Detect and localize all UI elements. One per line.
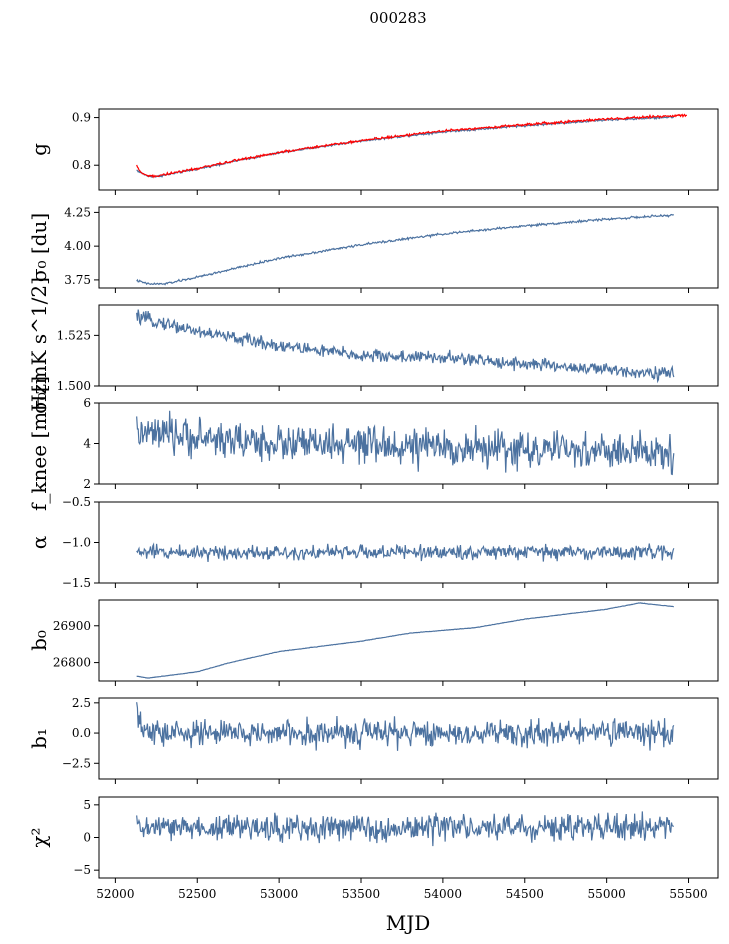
panel-6-ytick-label-1: 26800: [53, 656, 91, 670]
panel-3-ytick-label-2: 1.525: [57, 328, 91, 342]
panel-8-ytick-label-2: 0: [83, 831, 91, 845]
panel-2: 3.75 4.00 4.25 σ₀ [du]: [27, 205, 719, 293]
x-tick-label-2: 52500: [178, 887, 216, 901]
panel-8: −5 0 5 52000 52500 53000 53500 54000 54500 55000 5…: [27, 796, 719, 901]
panel-6-y-axis-label: b₀: [27, 630, 51, 651]
panel-2-y-axis-label: σ₀ [du]: [27, 213, 51, 282]
panel-3-y-axis-label: σ₀[mK s^1/2]: [27, 277, 51, 414]
x-tick-label-8: 55500: [669, 887, 707, 901]
panel-5-frame: [98, 501, 719, 584]
panel-7-ytick-label-2: 0.0: [72, 726, 91, 740]
panel-2-ytick-label-1: 3.75: [64, 273, 91, 287]
panel-4-ytick-label-3: 6: [83, 396, 91, 410]
x-tick-label-1: 52000: [96, 887, 134, 901]
panel-5-y-axis-label: α: [27, 536, 51, 550]
panel-1-frame: [98, 108, 719, 191]
panel-7-series-1-line: [136, 702, 675, 751]
panel-6-ytick-label-2: 26900: [53, 619, 91, 633]
x-tick-label-6: 54500: [506, 887, 544, 901]
panel-7-y-axis-label: b₁: [27, 728, 51, 749]
x-axis-label: MJD: [386, 911, 431, 935]
panel-8-y-axis-label: χ²: [27, 827, 51, 847]
panel-5: −1.5 −1.0 −0.5 α: [27, 495, 719, 590]
panel-5-series-1-line: [136, 542, 675, 563]
panels-group: 0.8 0.9 g 3.75 4.00 4.25 σ₀ [du] 1.500 1.525 σ₀[m…: [27, 108, 719, 901]
panel-1-series-2-line: [136, 113, 687, 179]
panel-6-series-1-line: [136, 602, 674, 679]
panel-6-frame: [98, 599, 719, 682]
panel-4-ytick-label-1: 2: [83, 477, 91, 491]
panel-7-frame: [98, 697, 719, 780]
panel-1: 0.8 0.9 g: [27, 108, 719, 195]
panel-3-series-1-line: [136, 309, 675, 384]
panel-5-ytick-label-1: −1.5: [62, 576, 91, 590]
panel-4-y-axis-label: f_knee [mHz]: [27, 376, 51, 511]
panel-5-ytick-label-3: −0.5: [62, 495, 91, 509]
panel-8-series-1-line: [136, 811, 675, 847]
panel-4-ytick-label-2: 4: [83, 437, 91, 451]
panel-4: 2 4 6 f_knee [mHz]: [27, 376, 719, 511]
panel-3-frame: [98, 304, 719, 387]
panel-7: −2.5 0.0 2.5 b₁: [27, 696, 719, 784]
panel-5-ytick-label-2: −1.0: [62, 536, 91, 550]
panel-2-ytick-label-2: 4.00: [64, 239, 91, 253]
panel-7-ytick-label-3: 2.5: [72, 696, 91, 710]
panel-4-series-1-line: [136, 410, 675, 476]
panel-1-ytick-label-1: 0.8: [72, 158, 91, 172]
panel-1-series-1-line: [136, 115, 675, 179]
panel-1-y-axis-label: g: [27, 143, 51, 156]
panel-2-frame: [98, 206, 719, 289]
x-tick-label-4: 53500: [342, 887, 380, 901]
panel-1-ytick-label-2: 0.9: [72, 111, 91, 125]
panel-2-ytick-label-3: 4.25: [64, 205, 91, 219]
panel-7-ytick-label-1: −2.5: [62, 756, 91, 770]
x-tick-label-3: 53000: [260, 887, 298, 901]
x-tick-label-5: 54000: [424, 887, 462, 901]
panel-3-ytick-label-1: 1.500: [57, 379, 91, 393]
panel-3: 1.500 1.525 σ₀[mK s^1/2]: [27, 277, 719, 414]
panel-8-ytick-label-3: 5: [83, 798, 91, 812]
figure-title: 000283: [369, 9, 426, 27]
x-tick-label-7: 55000: [588, 887, 626, 901]
panel-2-series-1-line: [136, 213, 675, 286]
panel-8-ytick-label-1: −5: [73, 863, 91, 877]
